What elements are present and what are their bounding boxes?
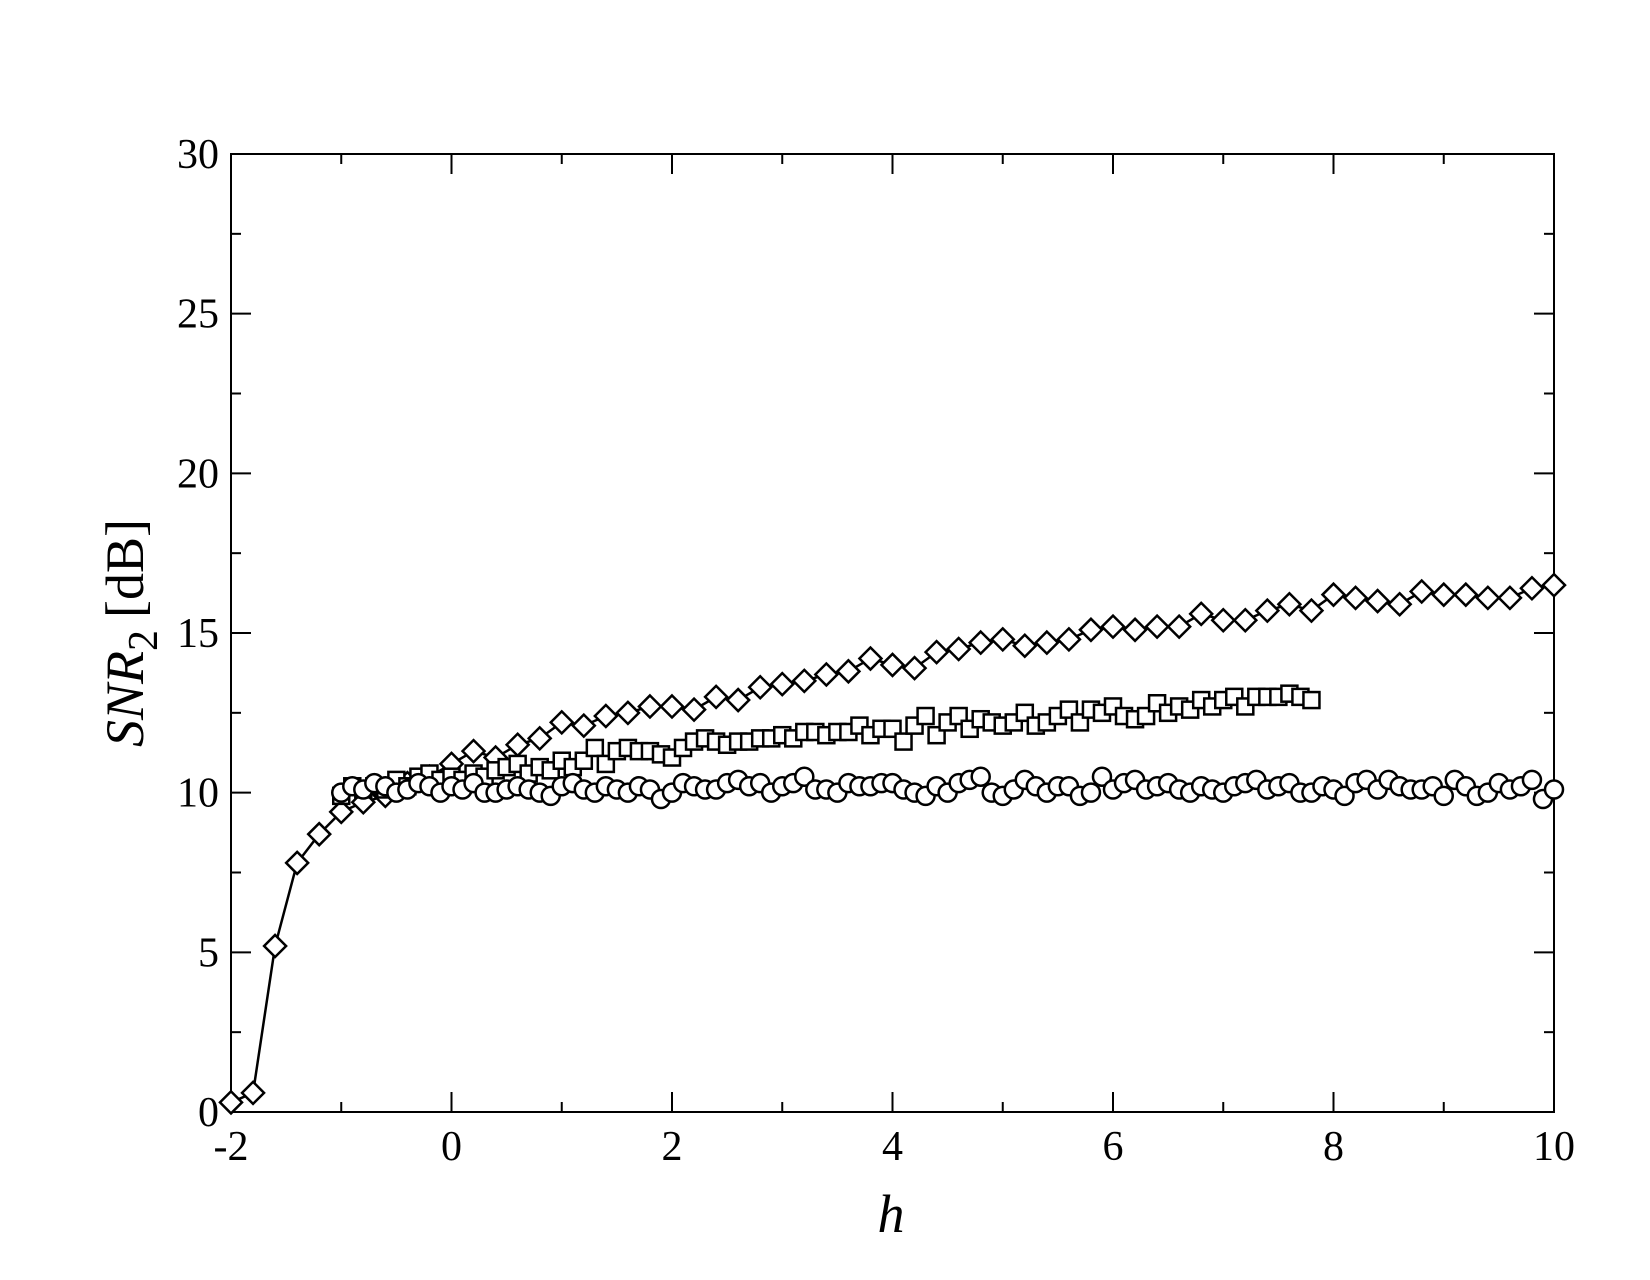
diamond-marker [835,658,862,685]
diamond-marker [593,703,619,729]
x-tick-label: 10 [1533,1124,1575,1170]
diamond-marker [1276,591,1303,618]
diamond-marker [1078,617,1104,643]
square-marker [916,706,935,726]
diamond-marker [1056,626,1082,653]
diamond-marker [1430,581,1457,608]
diamond-marker [526,725,553,752]
diamond-marker [1210,607,1237,633]
diamond-marker [1034,629,1060,656]
circle-marker [1091,766,1113,787]
y-axis-label-unit: [dB] [95,519,155,618]
diamond-marker [240,1080,266,1106]
diamond-marker [967,629,994,656]
diamond-marker [284,850,310,876]
diamond-marker [504,731,531,758]
diamond-marker [1100,613,1126,640]
diamond-marker [901,655,928,681]
x-axis-label: h [878,1184,905,1244]
y-tick-label: 25 [177,292,219,338]
y-tick-label: 30 [177,132,219,178]
diamond-marker [1475,585,1501,611]
diamond-marker [1364,588,1391,614]
y-tick-label: 0 [198,1090,219,1136]
diamond-marker [637,693,663,720]
x-tick-label: 4 [882,1124,903,1170]
diamond-marker [1342,585,1369,611]
x-tick-label: 0 [441,1124,462,1170]
x-tick-label: 8 [1323,1124,1344,1170]
y-tick-label: 20 [177,451,219,497]
circle-marker [1433,785,1454,807]
diamond-marker [262,933,288,959]
diamond-marker [1298,597,1325,624]
x-tick-label: 6 [1103,1124,1124,1170]
diamond-marker [923,639,950,665]
circle-marker [794,766,815,787]
diamond-marker [1519,575,1545,602]
y-tick-label: 5 [198,930,219,976]
plot-frame [230,153,1555,1113]
diamond-marker [747,674,773,701]
x-tick-label: 2 [662,1124,683,1170]
circle-marker [1334,785,1355,807]
diamond-marker [659,693,685,720]
diamond-marker [1453,581,1479,608]
diamond-marker [1144,613,1170,640]
x-tick-label: -2 [214,1124,249,1170]
diamond-marker [681,696,707,723]
diamond-marker [460,738,487,764]
diamond-marker [615,700,641,726]
diamond-marker [1122,617,1148,643]
y-tick-label: 15 [177,611,219,657]
diamond-marker [306,821,332,847]
diamond-marker [945,636,972,662]
diamond-marker [1188,601,1214,627]
diamond-marker [1254,597,1281,624]
diamond-marker [1166,613,1192,640]
diamond-marker [989,626,1016,653]
diamond-marker [328,799,355,825]
diamond-marker [703,684,729,710]
diamond-marker [769,671,796,697]
y-tick-label: 10 [177,771,219,817]
square-marker [585,738,605,758]
diamond-marker [1408,578,1435,605]
y-axis-label-subscript: 2 [121,630,167,651]
diamond-marker [1012,633,1038,659]
diamond-marker [725,687,751,713]
diamond-marker [571,712,597,739]
diamond-marker [548,709,575,736]
square-marker [894,732,913,751]
circle-marker [970,766,991,787]
circle-marker [1080,782,1102,803]
circle-marker [1521,769,1543,791]
y-axis-label: SNR2 [dB] [95,519,167,747]
diamond-marker [218,1089,244,1116]
diamond-marker [1232,607,1259,633]
diamond-marker [1386,591,1413,618]
diamond-marker [813,661,840,688]
diamond-marker [791,668,818,694]
square-marker [1302,690,1321,710]
diamond-marker [1497,585,1523,611]
y-axis-label-text: SNR [95,651,155,747]
diamond-marker [857,645,884,672]
diamond-marker [1320,581,1347,608]
diamond-marker [1541,572,1567,598]
diamond-marker [879,652,906,678]
circle-marker [1543,779,1565,800]
